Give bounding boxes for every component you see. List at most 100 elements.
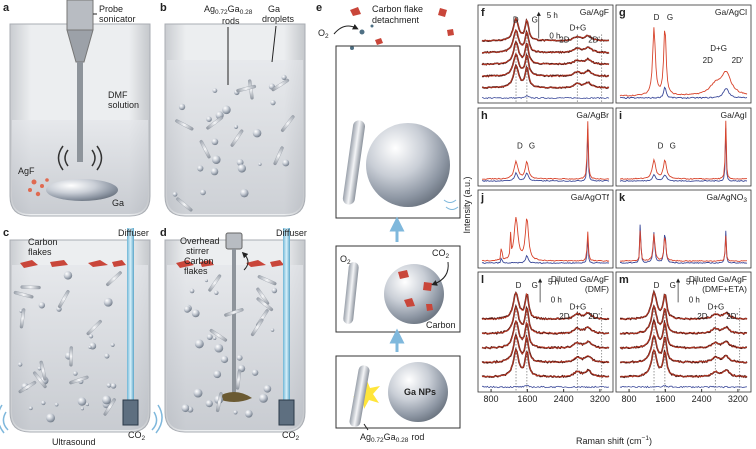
peak-label: G xyxy=(532,281,538,290)
droplet xyxy=(73,371,78,376)
droplet xyxy=(41,400,46,406)
label: Diffuser xyxy=(276,228,307,238)
diffuser-tube xyxy=(127,228,134,400)
rod xyxy=(18,380,37,394)
label: Ga xyxy=(228,4,240,14)
spectrum xyxy=(619,384,748,389)
panel-c: c Carbon flakes Diffuser CO2 Ultrasound xyxy=(0,227,163,447)
spectrum xyxy=(482,121,610,180)
peak-label: D xyxy=(658,142,664,151)
arrow xyxy=(333,23,359,35)
y-axis-label: Intensity (a.u.) xyxy=(462,176,472,233)
oxygen-dots xyxy=(350,24,374,50)
panel-title: Ga/AgOTf xyxy=(571,192,610,202)
x-tick-label: 800 xyxy=(622,394,637,404)
panel-title: Ga/AgOTf xyxy=(571,192,610,202)
panel-b: b Ag0.72Ga0.28 rods Ga droplets xyxy=(160,2,306,217)
spectrum xyxy=(481,320,609,349)
diffuser-tube xyxy=(283,228,290,400)
panel-letter: h xyxy=(481,110,488,122)
spectrum xyxy=(481,41,609,66)
spectrum xyxy=(482,384,610,389)
panel-letter: g xyxy=(619,7,626,19)
propeller xyxy=(216,392,252,402)
label: 2 xyxy=(142,435,146,442)
label: O xyxy=(340,254,347,264)
label: Ga xyxy=(384,432,396,442)
x-tick-label: 1600 xyxy=(655,394,675,404)
label: CO xyxy=(432,248,446,258)
spectrum xyxy=(481,52,610,77)
droplet xyxy=(205,399,213,408)
label: rods xyxy=(222,16,240,26)
spectrum xyxy=(481,348,610,378)
spectrum xyxy=(481,29,610,54)
peak-label: 2D xyxy=(697,312,707,321)
panel-title: Diluted Ga/AgF xyxy=(689,274,747,284)
label: CO xyxy=(128,430,142,440)
peak-label: 2D xyxy=(703,56,713,65)
droplet xyxy=(233,124,239,129)
panel-title: Ga/AgBr xyxy=(576,110,609,120)
droplet xyxy=(258,393,268,403)
rod xyxy=(248,79,254,100)
droplet xyxy=(206,333,213,340)
panel-letter: i xyxy=(619,110,622,122)
flying-flakes xyxy=(350,7,454,45)
droplet xyxy=(178,103,186,111)
rod xyxy=(349,365,370,427)
spectrum xyxy=(619,317,748,350)
spectrum xyxy=(481,65,610,89)
droplet xyxy=(77,397,87,406)
label: stirrer xyxy=(186,246,209,256)
label: Carbon xyxy=(184,256,214,266)
label: 0.28 xyxy=(396,437,409,444)
spectrum xyxy=(619,230,748,262)
label: sonicator xyxy=(99,14,136,24)
rod xyxy=(271,78,290,92)
spectrum xyxy=(619,291,748,320)
peak-label: 2D' xyxy=(588,312,600,321)
droplet xyxy=(110,383,117,389)
stirrer-shaft xyxy=(232,249,236,394)
panel-title: Diluted Ga/AgF xyxy=(689,274,747,284)
label: Raman shift (cm xyxy=(576,436,642,446)
agf-particles xyxy=(28,178,49,197)
label: Ga xyxy=(268,4,280,14)
spectrum xyxy=(620,120,748,180)
panel-letter: l xyxy=(481,274,484,286)
peak-label: 2D' xyxy=(732,56,744,65)
droplet xyxy=(282,159,290,167)
peak-label: 5 h xyxy=(548,277,559,286)
droplet xyxy=(204,279,208,283)
rod xyxy=(106,271,122,287)
droplet xyxy=(191,309,200,318)
label: 0.72 xyxy=(371,437,384,444)
label: flakes xyxy=(184,266,208,276)
droplet xyxy=(104,353,110,359)
stage-box xyxy=(335,355,461,429)
peak-label: 2D xyxy=(559,312,569,321)
rod xyxy=(39,360,47,381)
sonicator-probe xyxy=(77,62,83,162)
droplet xyxy=(214,290,219,295)
label: Probe xyxy=(99,4,123,14)
label: O xyxy=(318,28,325,38)
label: solution xyxy=(108,100,139,110)
spectrum xyxy=(619,86,748,100)
label: −1 xyxy=(642,435,650,442)
droplet xyxy=(200,189,206,196)
panel-letter: d xyxy=(160,227,167,239)
panel-letter: a xyxy=(3,2,10,14)
droplet xyxy=(37,366,42,371)
label: Ag xyxy=(204,4,215,14)
peak-label: D+G xyxy=(708,303,725,312)
spectrum xyxy=(620,334,747,364)
label: Carbon xyxy=(28,237,58,247)
spectrum xyxy=(481,332,610,364)
spectrum xyxy=(481,217,610,262)
panel-title: (DMF) xyxy=(585,284,609,294)
spectrum xyxy=(481,347,610,379)
droplet xyxy=(270,100,276,106)
